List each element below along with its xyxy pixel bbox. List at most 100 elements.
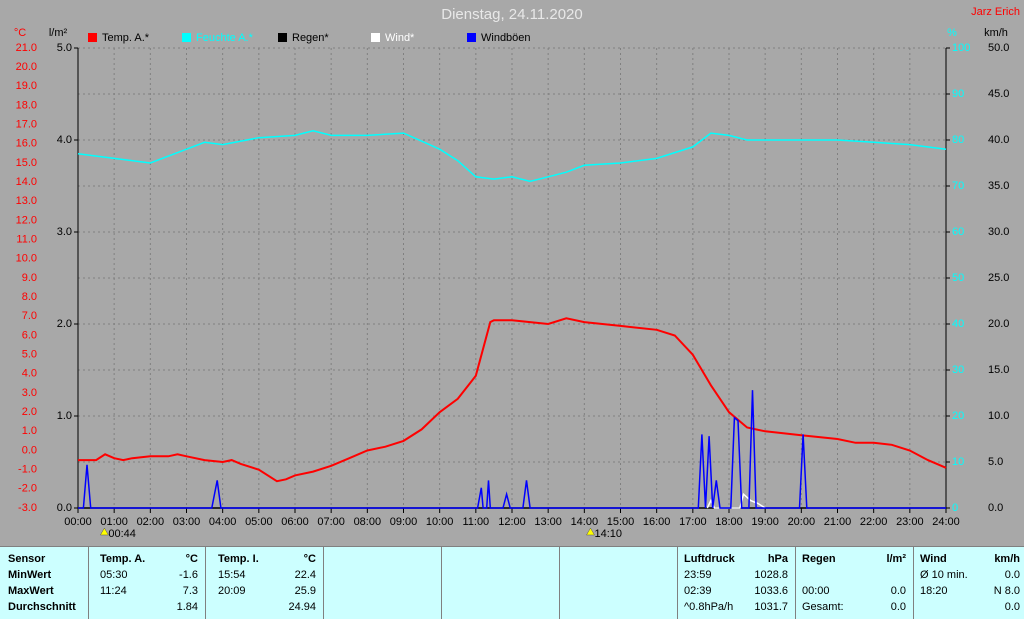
x-tick-label: 23:00 — [896, 516, 924, 528]
x-tick-label: 19:00 — [751, 516, 779, 528]
y-tick-label: 11.0 — [16, 234, 37, 246]
table-cell: 0.0 — [890, 601, 906, 613]
x-tick-label: 05:00 — [245, 516, 273, 528]
column-separator — [205, 547, 206, 619]
y3-tick-label: 4.0 — [57, 134, 72, 146]
x-tick-label: 06:00 — [281, 516, 309, 528]
y-tick-label: 12.0 — [16, 214, 37, 226]
legend-label: Regen* — [292, 32, 329, 44]
axis-unit: km/h — [984, 27, 1008, 39]
table-header: Durchschnitt — [8, 601, 76, 613]
y-tick-label: 7.0 — [22, 310, 37, 322]
x-tick-label: 12:00 — [498, 516, 526, 528]
legend-swatch — [182, 33, 191, 42]
table-header: MinWert — [8, 569, 52, 581]
y2-tick-label: 60 — [952, 226, 964, 238]
table-cell: 1033.6 — [754, 585, 788, 597]
x-tick-label: 22:00 — [860, 516, 888, 528]
x-tick-label: 07:00 — [317, 516, 345, 528]
y-tick-label: 14.0 — [16, 176, 37, 188]
y4-tick-label: 0.0 — [988, 502, 1003, 514]
y-tick-label: -3.0 — [18, 502, 37, 514]
y2-tick-label: 80 — [952, 134, 964, 146]
y-tick-label: -1.0 — [18, 464, 37, 476]
y3-tick-label: 5.0 — [57, 42, 72, 54]
table-cell: ^0.8hPa/h — [684, 601, 734, 613]
column-separator — [677, 547, 678, 619]
table-header: °C — [303, 553, 316, 565]
y4-tick-label: 45.0 — [988, 88, 1009, 100]
x-tick-label: 17:00 — [679, 516, 707, 528]
y-tick-label: 13.0 — [16, 195, 37, 207]
table-cell: 0.0 — [1004, 569, 1020, 581]
y-tick-label: 1.0 — [22, 425, 37, 437]
y-tick-label: 6.0 — [22, 329, 37, 341]
y-tick-label: 19.0 — [16, 80, 37, 92]
table-cell: 0.0 — [890, 585, 906, 597]
y3-tick-label: 2.0 — [57, 318, 72, 330]
y3-tick-label: 0.0 — [57, 502, 72, 514]
y-tick-label: 2.0 — [22, 406, 37, 418]
table-header: km/h — [994, 553, 1020, 565]
table-cell: Gesamt: — [802, 601, 844, 613]
y2-tick-label: 40 — [952, 318, 964, 330]
y4-tick-label: 10.0 — [988, 410, 1009, 422]
table-cell: 0.0 — [1004, 601, 1020, 613]
x-tick-label: 24:00 — [932, 516, 960, 528]
column-separator — [441, 547, 442, 619]
table-header: MaxWert — [8, 585, 54, 597]
legend-swatch — [278, 33, 287, 42]
legend-label: Wind* — [385, 32, 415, 44]
x-tick-label: 01:00 — [100, 516, 128, 528]
y-tick-label: 17.0 — [16, 119, 37, 131]
legend-swatch — [467, 33, 476, 42]
table-header: l/m² — [886, 553, 906, 565]
x-tick-label: 09:00 — [390, 516, 418, 528]
y4-tick-label: 30.0 — [988, 226, 1009, 238]
table-cell: 1.84 — [176, 601, 198, 613]
series-line — [77, 130, 947, 183]
table-cell: 18:20 — [920, 585, 948, 597]
y4-tick-label: 20.0 — [988, 318, 1009, 330]
column-separator — [913, 547, 914, 619]
axis-unit: °C — [14, 27, 26, 39]
x-tick-label: 16:00 — [643, 516, 671, 528]
y3-tick-label: 1.0 — [57, 410, 72, 422]
chart: Dienstag, 24.11.2020 Jarz Erich °C l/m² … — [14, 6, 1020, 540]
column-separator — [559, 547, 560, 619]
table-header: hPa — [767, 553, 788, 565]
sun-icon — [99, 527, 109, 536]
table-cell: 24.94 — [288, 601, 316, 613]
y4-tick-label: 15.0 — [988, 364, 1009, 376]
x-tick-label: 13:00 — [534, 516, 562, 528]
stats-table: Sensor Temp. A. °C Temp. I. °C Luftdruck hPa Re… — [0, 546, 1024, 619]
table-cell: 7.3 — [182, 585, 198, 597]
table-cell: 1031.7 — [754, 601, 788, 613]
table-cell: 1028.8 — [754, 569, 788, 581]
table-cell: 23:59 — [684, 569, 712, 581]
y-tick-label: 15.0 — [16, 157, 37, 169]
y2-tick-label: 90 — [952, 88, 964, 100]
y-tick-label: 4.0 — [22, 368, 37, 380]
column-separator — [88, 547, 89, 619]
x-tick-label: 20:00 — [788, 516, 816, 528]
y-tick-label: 9.0 — [22, 272, 37, 284]
sun-icon — [586, 527, 595, 536]
y-tick-label: 5.0 — [22, 349, 37, 361]
table-header: Luftdruck — [684, 553, 735, 565]
table-header: Regen — [802, 553, 836, 565]
x-tick-label: 08:00 — [354, 516, 382, 528]
column-separator — [795, 547, 796, 619]
annotation: 00:44 — [108, 528, 136, 540]
y-tick-label: 20.0 — [16, 61, 37, 73]
axis-unit: l/m² — [49, 27, 68, 39]
table-header: °C — [185, 553, 198, 565]
x-tick-label: 11:00 — [462, 516, 489, 528]
x-tick-label: 21:00 — [824, 516, 852, 528]
series-line — [78, 317, 947, 483]
y4-tick-label: 25.0 — [988, 272, 1009, 284]
y2-tick-label: 20 — [952, 410, 964, 422]
x-tick-label: 00:00 — [64, 516, 92, 528]
axis-unit: % — [947, 27, 957, 39]
chart-title: Dienstag, 24.11.2020 — [441, 6, 583, 23]
